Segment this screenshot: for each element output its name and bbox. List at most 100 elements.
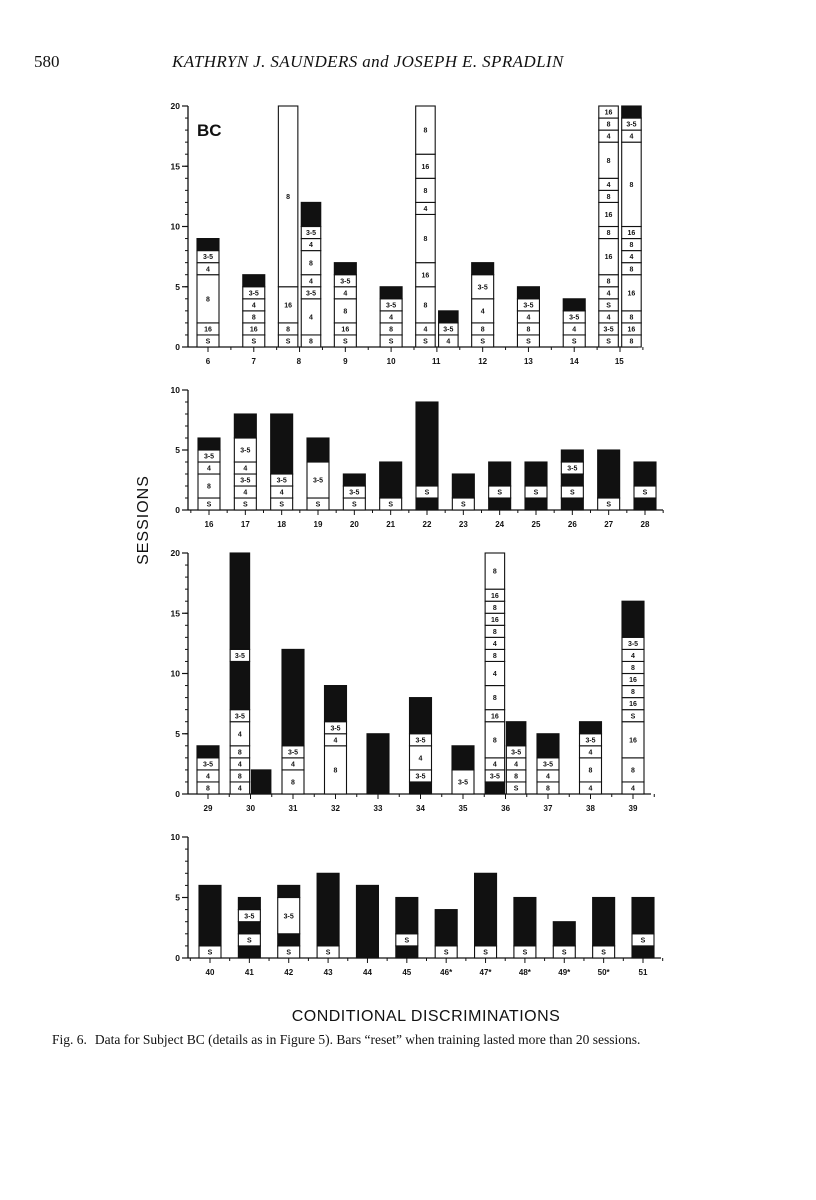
bar-segment-black (597, 449, 621, 499)
segment-label: 4 (572, 327, 576, 334)
bar-segment-black (633, 497, 657, 511)
bar-39: 4 8 16 S 16 8 16 8 4 3-5 (621, 600, 645, 795)
bar-cont: 8 16 8 16 8 4 8 16 8 4 3-5 (621, 105, 642, 348)
segment-label: 8 (206, 296, 210, 303)
segment-label: 4 (280, 490, 284, 497)
segment-label: 3-5 (349, 490, 359, 497)
segment-label: S (423, 339, 428, 346)
bar-21: S (379, 461, 403, 511)
bar-14: S 4 3-5 (562, 298, 586, 348)
condition-label: 25 (532, 520, 541, 529)
segment-label: 8 (286, 327, 290, 334)
condition-label: 18 (277, 520, 286, 529)
segment-label: 3-5 (249, 290, 259, 297)
segment-label: 8 (607, 278, 611, 285)
segment-label: 3-5 (313, 478, 323, 485)
segment-label: 4 (446, 339, 450, 346)
segment-label: 4 (291, 761, 295, 768)
segment-label: 3-5 (603, 327, 613, 334)
segment-label: 16 (491, 593, 499, 600)
bar-segment-black (434, 909, 458, 947)
running-head: KATHRYN J. SAUNDERS and JOSEPH E. SPRADL… (172, 52, 564, 71)
segment-label: 4 (238, 761, 242, 768)
condition-label: 47* (480, 968, 493, 977)
segment-label: 4 (207, 466, 211, 473)
condition-label: 20 (350, 520, 359, 529)
bar-segment-black (408, 781, 433, 795)
bar-43: S (316, 872, 340, 959)
segment-label: 4 (238, 786, 242, 793)
segment-label: 8 (334, 768, 338, 775)
segment-label: 16 (605, 254, 613, 261)
segment-label: S (480, 339, 485, 346)
bar-segment-black (524, 461, 548, 487)
segment-label: 4 (546, 774, 550, 781)
segment-label: 16 (628, 230, 636, 237)
segment-label: 4 (481, 308, 485, 315)
bar-50*: S (592, 896, 616, 959)
segment-label: 8 (607, 230, 611, 237)
segment-label: 3-5 (569, 314, 579, 321)
condition-label: 43 (324, 968, 333, 977)
condition-label: 11 (432, 357, 441, 366)
bar-30: 4 8 4 8 4 3-5 3-5 (229, 552, 251, 795)
segment-label: S (514, 786, 519, 793)
bar-42: S 3-5 (277, 884, 301, 959)
segment-label: 4 (607, 290, 611, 297)
segment-label: 4 (589, 749, 593, 756)
segment-label: S (207, 502, 212, 509)
segment-label: 4 (334, 737, 338, 744)
segment-label: 3-5 (330, 725, 340, 732)
bar-segment-black (242, 274, 266, 288)
bar-35: 3-5 (451, 745, 475, 795)
bar-29: 8 4 3-5 (196, 745, 220, 795)
bar-segment-black (473, 872, 498, 947)
segment-label: S (247, 937, 252, 944)
bar-segment-white (598, 105, 619, 119)
bar-34: 3-5 4 3-5 (408, 697, 433, 795)
segment-label: 8 (631, 689, 635, 696)
bar-38: 4 8 4 3-5 (578, 721, 603, 795)
segment-label: S (534, 490, 539, 497)
segment-label: 4 (493, 641, 497, 648)
bar-segment-black (488, 497, 512, 511)
segment-label: S (286, 950, 291, 957)
chart-panel-3: 05101520843-529484843-53-530843-531843-5… (171, 548, 655, 813)
segment-label: S (444, 950, 449, 957)
segment-label: 8 (629, 266, 633, 273)
segment-label: 16 (629, 677, 637, 684)
segment-label: S (523, 950, 528, 957)
segment-label: 4 (514, 761, 518, 768)
y-tick-label: 0 (175, 342, 180, 352)
segment-label: 16 (341, 327, 349, 334)
bar-segment-white (484, 552, 506, 590)
y-tick-label: 15 (171, 161, 181, 171)
segment-label: 8 (286, 194, 290, 201)
bar-segment-black (237, 896, 261, 911)
bar-15: S 3-5 4 S 4 8 16 8 16 8 4 8 4 8 16 (598, 105, 619, 348)
segment-label: S (326, 950, 331, 957)
bar-13: S 8 4 3-5 (516, 286, 540, 348)
bar-32: 8 4 3-5 (323, 684, 348, 795)
bar-segment-black (552, 921, 576, 947)
figure-caption: Fig. 6. Data for Subject BC (details as i… (52, 1031, 792, 1049)
bar-segment-black (408, 697, 433, 735)
condition-label: 9 (343, 357, 348, 366)
y-tick-label: 10 (171, 669, 181, 679)
y-tick-label: 20 (171, 101, 181, 111)
bar-22: S (415, 401, 439, 511)
segment-label: 3-5 (203, 761, 213, 768)
segment-label: 8 (493, 629, 497, 636)
condition-label: 24 (495, 520, 504, 529)
segment-label: 8 (493, 605, 497, 612)
bar-cont (250, 769, 272, 795)
bar-cont: S 8 4 3-5 (505, 721, 527, 795)
segment-label: 4 (607, 134, 611, 141)
segment-label: S (206, 339, 211, 346)
bar-segment-black (277, 933, 301, 947)
segment-label: 3-5 (626, 122, 636, 129)
condition-label: 51 (639, 968, 648, 977)
condition-label: 42 (284, 968, 293, 977)
segment-label: 4 (309, 278, 313, 285)
condition-label: 28 (641, 520, 650, 529)
